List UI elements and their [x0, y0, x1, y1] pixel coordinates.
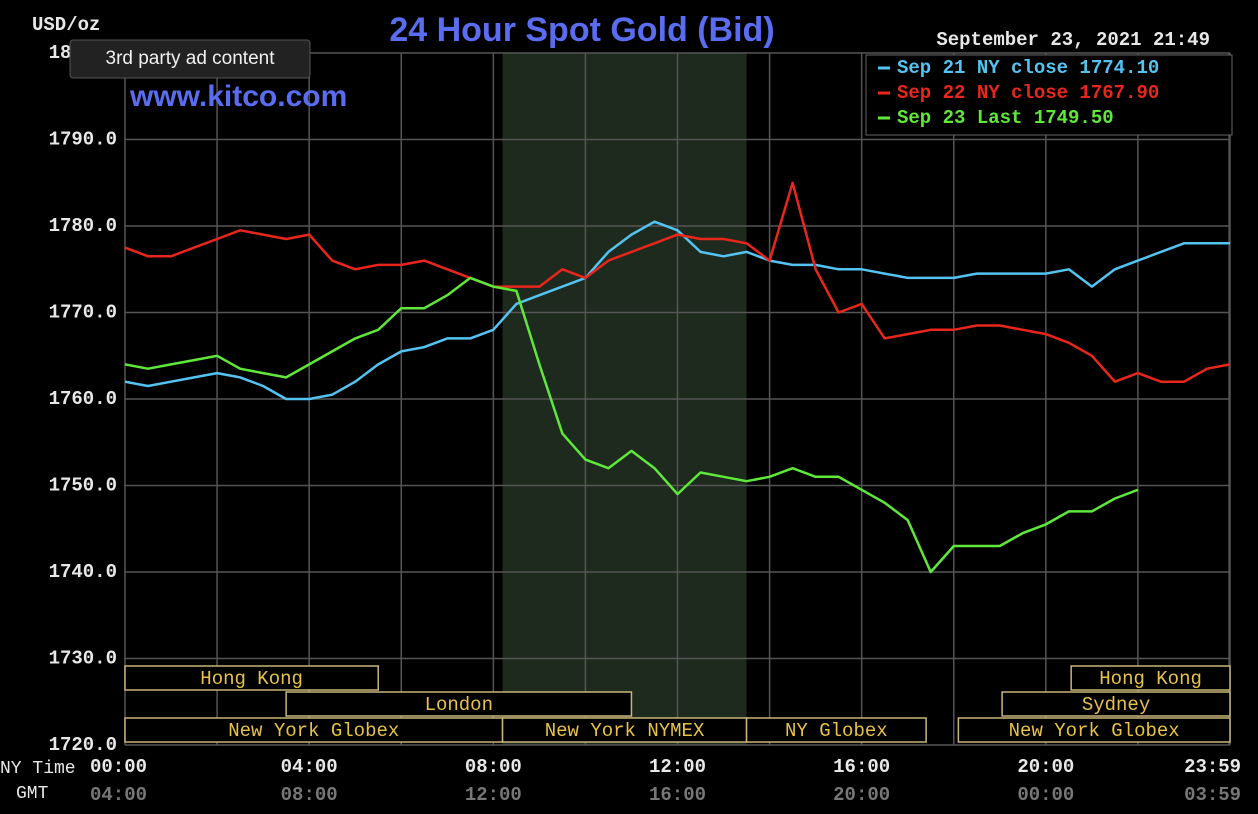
x-tick-label: 04:00 — [281, 756, 338, 778]
session-label: NY Globex — [785, 720, 888, 742]
price-line — [124, 181, 1231, 383]
x2-tick-label: 00:00 — [1017, 784, 1074, 806]
ad-tooltip — [69, 39, 311, 79]
price-line — [124, 276, 1139, 574]
y-tick-label: 1770.0 — [49, 302, 117, 324]
x-tick-label: 16:00 — [833, 756, 890, 778]
chart-title: 24 Hour Spot Gold (Bid) — [389, 11, 774, 49]
session-box — [1070, 665, 1231, 691]
y-tick-label: 1730.0 — [49, 648, 117, 670]
session-label: New York Globex — [1009, 720, 1180, 742]
y-tick-label: 1790.0 — [49, 129, 117, 151]
session-box — [745, 717, 927, 743]
price-line — [124, 220, 1230, 401]
x2-tick-label: 04:00 — [90, 784, 147, 806]
session-box — [1001, 691, 1231, 717]
x-axis-label: NY Time — [0, 759, 76, 779]
session-box — [124, 665, 379, 691]
y-tick-label: 1760.0 — [49, 388, 117, 410]
overlay-layer: 3rd party ad content — [69, 39, 311, 79]
y-unit: USD/oz — [32, 14, 100, 36]
legend: Sep 21 NY close 1774.10 Sep 22 NY close 1… — [878, 57, 1159, 129]
legend-label: Sep 22 NY close 1767.90 — [897, 82, 1159, 104]
x2-axis-label: GMT — [16, 784, 49, 804]
legend-box — [865, 54, 1233, 136]
y-tick-label: 1750.0 — [49, 475, 117, 497]
legend-label: Sep 23 Last 1749.50 — [897, 107, 1114, 129]
x2-tick-label: 20:00 — [833, 784, 890, 806]
session-box — [285, 691, 633, 717]
y-tick-label: 1720.0 — [49, 734, 117, 756]
session-label: Hong Kong — [1099, 668, 1202, 690]
session-label: Hong Kong — [200, 668, 303, 690]
x-tick-label: 12:00 — [649, 756, 706, 778]
session-label: Sydney — [1082, 694, 1150, 716]
legend-label: Sep 21 NY close 1774.10 — [897, 57, 1159, 79]
x2-tick-label: 03:59 — [1184, 784, 1241, 806]
session-label: New York NYMEX — [545, 720, 705, 742]
ad-label: 3rd party ad content — [106, 48, 276, 69]
session-label: London — [425, 694, 493, 716]
x-tick-label: 00:00 — [90, 756, 147, 778]
timestamp: September 23, 2021 21:49 — [936, 29, 1210, 51]
x-tick-label: 20:00 — [1017, 756, 1074, 778]
x-tick-label: 23:59 — [1184, 756, 1241, 778]
y-tick-label: 1740.0 — [49, 561, 117, 583]
plot-area: 1720.0 1730.0 1740.0 1750.0 1760.0 1770.0 1780… — [49, 42, 1242, 806]
session-box — [501, 717, 748, 743]
x2-tick-label: 12:00 — [465, 784, 522, 806]
x2-tick-label: 16:00 — [649, 784, 706, 806]
x-tick-label: 08:00 — [465, 756, 522, 778]
x2-tick-label: 08:00 — [281, 784, 338, 806]
session-label: New York Globex — [228, 720, 399, 742]
session-box — [957, 717, 1231, 743]
website: www.kitco.com — [129, 80, 347, 113]
y-tick-label: 1780.0 — [49, 215, 117, 237]
